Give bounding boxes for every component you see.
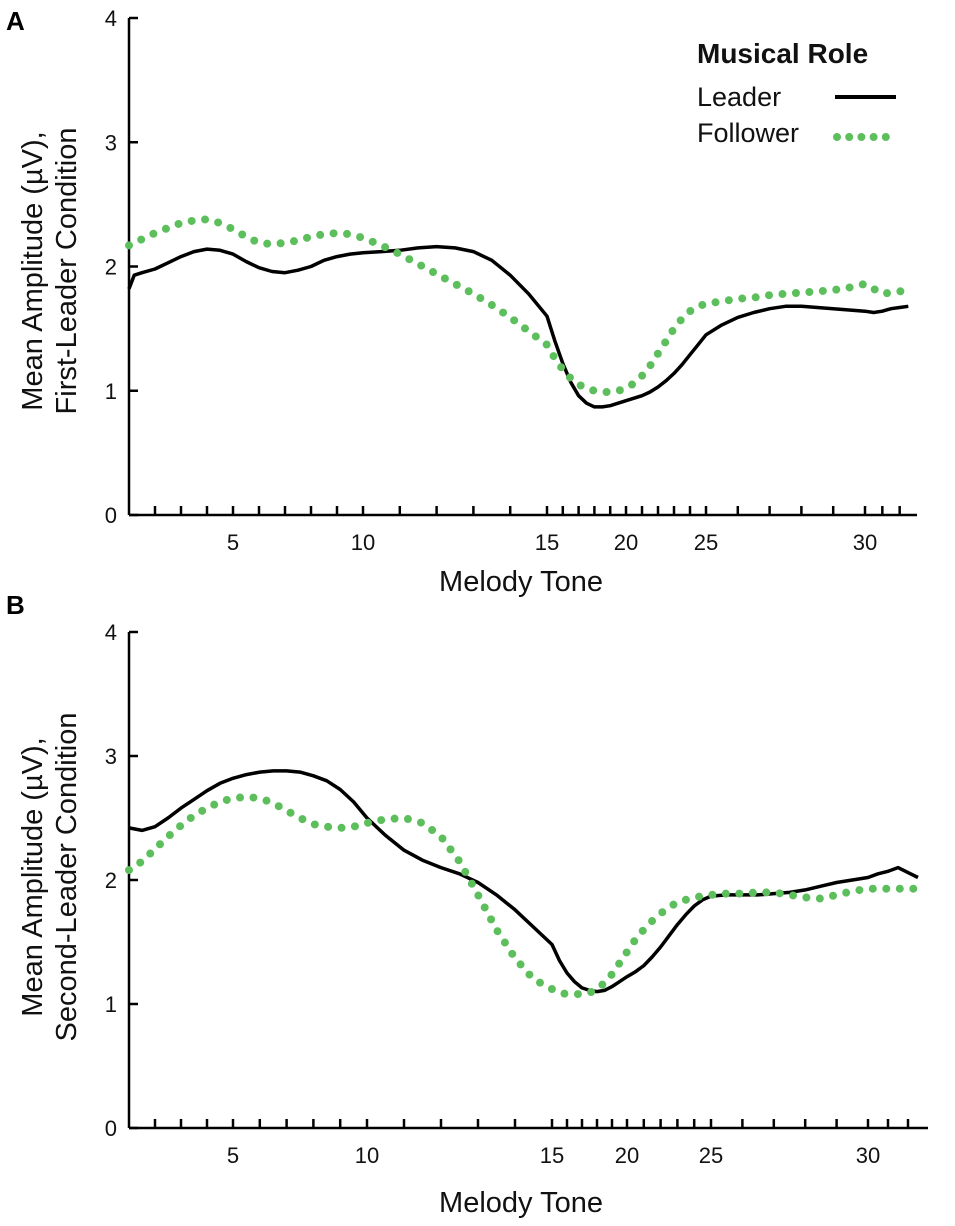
panel-a-x-tick-label: 5 bbox=[227, 530, 239, 555]
panel-b-y-tick-label: 4 bbox=[105, 620, 117, 645]
panel-b-x-axis-title: Melody Tone bbox=[439, 1187, 603, 1219]
panel-b-y-axis-title-line2: Second-Leader Condition bbox=[51, 713, 83, 1042]
panel-a-x-tick-label: 25 bbox=[694, 530, 718, 555]
panel-a-label: A bbox=[6, 6, 25, 36]
panel-b-y-tick-label: 0 bbox=[105, 1116, 117, 1141]
legend-leader-label: Leader bbox=[697, 82, 781, 112]
panel-a-y-tick-label: 2 bbox=[105, 255, 117, 280]
panel-b-x-tick-label: 25 bbox=[699, 1143, 723, 1168]
panel-a-x-tick-label: 10 bbox=[351, 530, 375, 555]
panel-a-series-follower bbox=[125, 215, 913, 396]
panel-a-x-tick-label: 30 bbox=[853, 530, 877, 555]
panel-b-label: B bbox=[6, 590, 25, 620]
panel-a-x-tick-label: 20 bbox=[614, 530, 638, 555]
panel-a-y-axis-title: Mean Amplitude (µV), First-Leader Condit… bbox=[17, 128, 83, 415]
panel-b: B Mean Amplitude (µV), Second-Leader Con… bbox=[6, 590, 928, 1219]
panel-b-series-follower bbox=[125, 792, 922, 999]
panel-b-y-tick-label: 3 bbox=[105, 744, 117, 769]
panel-a-y-axis-title-line1: Mean Amplitude (µV), bbox=[17, 131, 49, 410]
panel-a-legend: Musical Role Leader Follower bbox=[697, 38, 902, 148]
panel-b-y-tick-label: 2 bbox=[105, 868, 117, 893]
panel-b-x-tick-label: 30 bbox=[856, 1143, 880, 1168]
panel-b-y-axis-title-line1: Mean Amplitude (µV), bbox=[17, 737, 49, 1016]
panel-b-y-axis-title: Mean Amplitude (µV), Second-Leader Condi… bbox=[17, 713, 83, 1042]
panel-b-x-tick-label: 10 bbox=[355, 1143, 379, 1168]
panel-b-series-leader bbox=[128, 769, 919, 994]
panel-b-y-tick-label: 1 bbox=[105, 992, 117, 1017]
panel-b-x-tick-label: 20 bbox=[615, 1143, 639, 1168]
panel-a-x-tick-label: 15 bbox=[535, 530, 559, 555]
legend-follower-label: Follower bbox=[697, 118, 799, 148]
panel-a-y-tick-label: 0 bbox=[105, 503, 117, 528]
panel-a-x-axis-title: Melody Tone bbox=[439, 566, 603, 598]
panel-a-y-axis-title-line2: First-Leader Condition bbox=[51, 128, 83, 415]
legend-title: Musical Role bbox=[697, 38, 868, 69]
panel-b-x-tick-label: 5 bbox=[227, 1143, 239, 1168]
panel-a-y-tick-label: 1 bbox=[105, 379, 117, 404]
panel-a-y-tick-label: 3 bbox=[105, 130, 117, 155]
panel-a-y-tick-label: 4 bbox=[105, 6, 117, 31]
panel-a: A Mean Amplitude (µV), First-Leader Cond… bbox=[6, 6, 917, 598]
panel-b-x-tick-label: 15 bbox=[540, 1143, 564, 1168]
panel-a-series-leader bbox=[127, 244, 909, 409]
